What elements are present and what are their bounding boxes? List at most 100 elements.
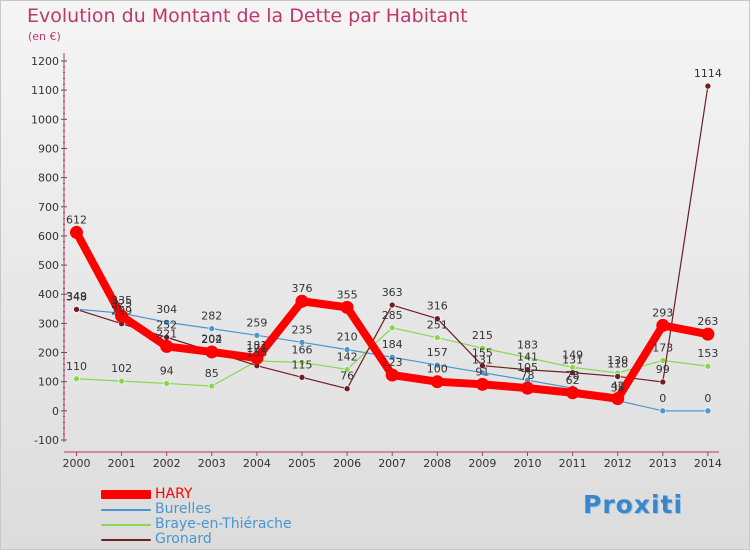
y-tick-label: 1100 (31, 84, 59, 97)
data-label-burelles: 0 (704, 392, 711, 405)
data-label-burelles: 304 (156, 303, 177, 316)
data-label-hary: 91 (475, 365, 489, 378)
x-tick-label: 2000 (63, 457, 91, 470)
data-point-gronard (343, 385, 351, 392)
data-label-burelles: 259 (246, 316, 267, 329)
data-label-braye-en-thi-rache: 142 (337, 350, 358, 363)
data-label-gronard: 1114 (694, 67, 722, 80)
data-point-hary (566, 386, 580, 400)
data-label-burelles: 184 (382, 338, 403, 351)
x-tick-label: 2005 (288, 457, 316, 470)
data-point-gronard (614, 373, 622, 380)
data-label-burelles: 210 (337, 331, 358, 344)
chart-unit-label: (en €) (28, 30, 61, 43)
data-label-braye-en-thi-rache: 85 (205, 367, 219, 380)
data-label-burelles: 157 (427, 346, 448, 359)
data-label-burelles: 335 (111, 294, 132, 307)
data-label-gronard: 363 (382, 286, 403, 299)
data-label-gronard: 299 (111, 305, 132, 318)
y-tick-label: 200 (38, 347, 59, 360)
data-point-hary (385, 368, 399, 382)
data-label-gronard: 141 (517, 351, 538, 364)
proxiti-logo: Proxiti (583, 490, 684, 519)
data-label-burelles: 349 (66, 290, 87, 303)
y-tick-label: -100 (34, 434, 59, 447)
data-label-hary: 293 (652, 306, 673, 319)
legend-label-braye-en-thierache: Braye-en-Thiérache (155, 516, 292, 532)
data-label-gronard: 316 (427, 300, 448, 313)
data-label-gronard: 155 (246, 347, 267, 360)
data-point-braye-en-thi-rache (388, 324, 396, 332)
data-label-burelles: 131 (472, 354, 493, 367)
y-tick-label: 1000 (31, 113, 59, 126)
data-point-braye-en-thi-rache (163, 380, 170, 387)
legend-label-hary: HARY (155, 486, 193, 502)
data-label-gronard: 155 (472, 347, 493, 360)
data-label-hary: 181 (246, 339, 267, 352)
data-point-gronard (659, 378, 667, 386)
data-label-braye-en-thi-rache: 183 (517, 338, 538, 351)
x-tick-label: 2002 (153, 457, 181, 470)
data-point-hary (340, 300, 354, 314)
x-tick-label: 2001 (108, 457, 136, 470)
legend-item-burelles[interactable]: Burelles (101, 501, 361, 517)
data-point-hary (205, 345, 219, 359)
data-label-burelles: 105 (517, 361, 538, 374)
data-label-gronard: 348 (66, 290, 87, 303)
data-label-braye-en-thi-rache: 166 (292, 343, 313, 356)
x-tick-label: 2009 (468, 457, 496, 470)
data-label-hary: 612 (66, 213, 87, 226)
legend-item-hary[interactable]: HARY (101, 486, 361, 502)
x-tick-label: 2008 (423, 457, 451, 470)
data-label-braye-en-thi-rache: 153 (697, 347, 718, 360)
x-tick-label: 2006 (333, 457, 361, 470)
data-point-braye-en-thi-rache (433, 334, 441, 341)
legend-swatch-burelles (101, 509, 151, 511)
y-tick-label: 0 (52, 405, 59, 418)
data-label-gronard: 252 (156, 318, 177, 331)
data-point-hary (115, 309, 129, 323)
data-label-hary: 325 (111, 297, 132, 310)
y-tick-label: 900 (38, 142, 59, 155)
data-point-hary (250, 351, 264, 365)
legend-item-gronard[interactable]: Gronard (101, 531, 361, 547)
data-point-burelles (208, 325, 216, 332)
data-label-gronard: 131 (562, 354, 583, 367)
data-label-hary: 123 (382, 356, 403, 369)
data-point-hary (475, 377, 489, 391)
legend-swatch-hary (101, 490, 151, 499)
data-point-braye-en-thi-rache (704, 362, 712, 370)
data-label-gronard: 76 (340, 370, 354, 383)
x-tick-label: 2003 (198, 457, 226, 470)
data-point-gronard (524, 366, 531, 374)
chart-title: Evolution du Montant de la Dette par Hab… (27, 5, 468, 27)
data-label-gronard: 115 (292, 358, 313, 371)
data-point-burelles (388, 353, 396, 361)
data-point-burelles (163, 318, 170, 326)
legend: HARY Burelles Braye-en-Thiérache Gronard (101, 486, 361, 547)
data-label-hary: 62 (566, 374, 580, 387)
y-tick-label: 300 (38, 317, 59, 330)
x-tick-label: 2011 (559, 457, 587, 470)
data-point-burelles (704, 407, 712, 415)
legend-item-braye-en-thierache[interactable]: Braye-en-Thiérache (101, 516, 361, 532)
data-point-braye-en-thi-rache (208, 382, 216, 390)
data-label-gronard: 118 (607, 357, 628, 370)
data-point-gronard (298, 374, 306, 381)
data-label-hary: 202 (201, 333, 222, 346)
data-point-hary (160, 339, 174, 353)
data-point-gronard (73, 306, 80, 313)
legend-label-gronard: Gronard (155, 531, 212, 547)
x-tick-label: 2004 (243, 457, 271, 470)
data-label-braye-en-thi-rache: 171 (246, 342, 267, 355)
data-label-braye-en-thi-rache: 110 (66, 360, 87, 373)
data-point-braye-en-thi-rache (298, 359, 306, 366)
y-tick-label: 800 (38, 172, 59, 185)
x-tick-label: 2013 (649, 457, 677, 470)
data-point-hary (70, 225, 83, 239)
x-tick-label: 2007 (378, 457, 406, 470)
data-point-braye-en-thi-rache (343, 366, 351, 373)
y-tick-label: 700 (38, 201, 59, 214)
y-tick-label: 100 (38, 376, 59, 389)
